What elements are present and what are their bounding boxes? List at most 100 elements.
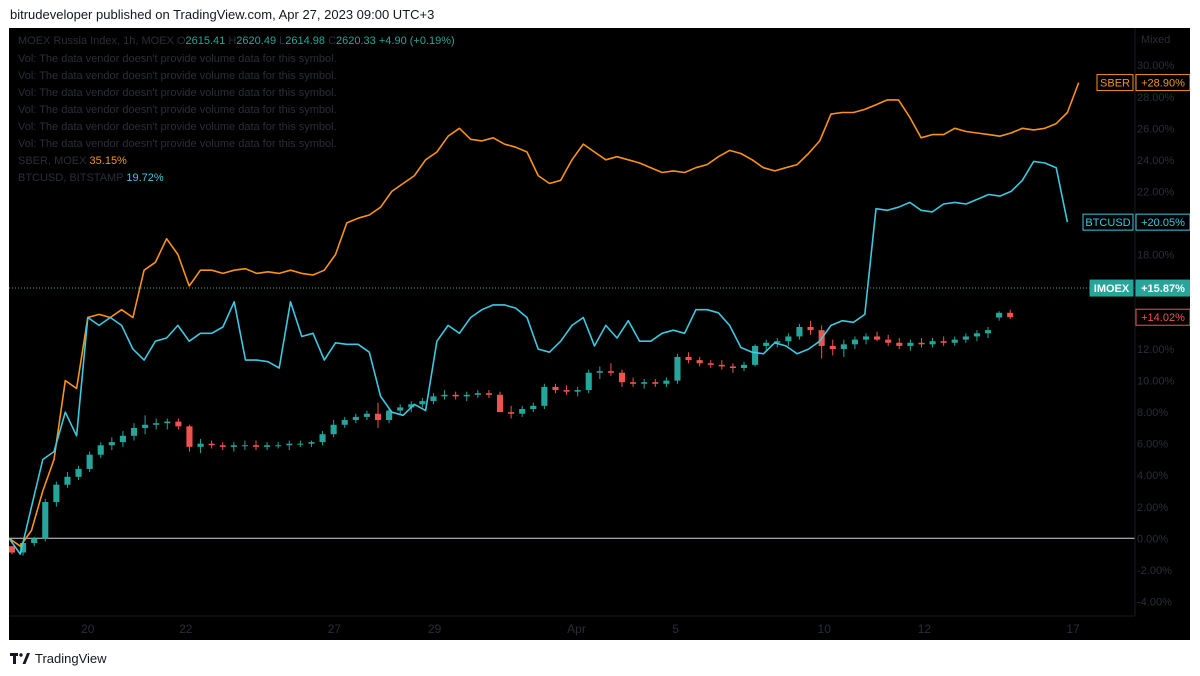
candle-body xyxy=(663,380,670,384)
candle-body xyxy=(86,454,93,469)
candle-body xyxy=(607,371,614,373)
legend-vol-line: Vol: The data vendor doesn't provide vol… xyxy=(18,138,337,150)
candle-body xyxy=(308,442,315,444)
candle-body xyxy=(519,409,526,414)
candle-body xyxy=(264,445,271,447)
y-tick-label: 30.00% xyxy=(1137,60,1175,72)
candle-body xyxy=(397,407,404,411)
series-line-btcusd xyxy=(8,160,1069,555)
last-label-btcusd-symbol: BTCUSD xyxy=(1085,217,1130,229)
candle-body xyxy=(1007,312,1014,318)
legend-change: +4.90 (+0.19%) xyxy=(379,35,455,47)
y-tick-label: 10.00% xyxy=(1137,376,1175,388)
candle-body xyxy=(740,364,748,368)
candle-body xyxy=(474,393,481,395)
candle-body xyxy=(862,336,870,340)
candle-body xyxy=(896,342,903,346)
candle-body xyxy=(918,342,925,345)
legend-ohlc-prefix: C xyxy=(328,35,336,47)
x-tick-label: Apr xyxy=(567,622,586,636)
legend-ohlc-value: 2620.33 xyxy=(336,35,379,47)
last-label-imoex-symbol-box xyxy=(1089,279,1134,297)
x-tick-label: 5 xyxy=(672,622,679,636)
last-label-imoex-value: +15.87% xyxy=(1141,283,1185,295)
x-tick-label: 29 xyxy=(428,622,442,636)
legend-main-row: MOEX Russia Index, 1h, MOEX O2615.41 H26… xyxy=(18,35,455,47)
legend-compare-value: 19.72% xyxy=(126,172,164,184)
last-label-sber-symbol: SBER xyxy=(1100,78,1130,90)
chart-svg[interactable]: Mixed30.00%28.00%26.00%24.00%22.00%20.00… xyxy=(8,28,1191,640)
candle-body xyxy=(940,341,947,343)
candle-body xyxy=(8,546,16,553)
candle-body xyxy=(20,543,27,553)
axis-layer: Mixed30.00%28.00%26.00%24.00%22.00%20.00… xyxy=(9,28,1175,636)
y-tick-label: -2.00% xyxy=(1137,565,1172,577)
candle-body xyxy=(973,333,980,337)
legend-ohlc-prefix: H xyxy=(228,35,236,47)
candle-body xyxy=(230,445,237,447)
candle-body xyxy=(452,394,459,397)
candle-body xyxy=(330,424,337,435)
legend-ohlc-value: 2614.98 xyxy=(285,35,328,47)
legend-vol-line: Vol: The data vendor doesn't provide vol… xyxy=(18,121,337,133)
candle-body xyxy=(807,327,814,331)
x-tick-label: 17 xyxy=(1066,622,1080,636)
candle-body xyxy=(275,445,282,447)
candle-body xyxy=(153,423,160,425)
label-layer: SBER +28.90% BTCUSD +20.05% IMOEX +15.87% +14.… xyxy=(1082,74,1191,326)
y-tick-label: 12.00% xyxy=(1137,344,1175,356)
candle-body xyxy=(97,445,104,455)
last-label-btcusd-value: +20.05% xyxy=(1141,217,1185,229)
candle-body xyxy=(574,390,581,392)
candle-body xyxy=(763,342,770,346)
candle-body xyxy=(286,443,293,446)
chart-panel[interactable]: Mixed30.00%28.00%26.00%24.00%22.00%20.00… xyxy=(8,28,1191,640)
legend-vol-line: Vol: The data vendor doesn't provide vol… xyxy=(18,70,337,82)
grid-layer xyxy=(9,287,1135,539)
price-scale-mode: Mixed xyxy=(1141,34,1170,46)
legend-vol-line: Vol: The data vendor doesn't provide vol… xyxy=(18,87,337,99)
candle-body xyxy=(962,336,969,340)
y-tick-label: 28.00% xyxy=(1137,92,1175,104)
candle-body xyxy=(996,312,1003,318)
candle-body xyxy=(130,427,138,436)
candle-body xyxy=(208,443,215,446)
candle-body xyxy=(142,424,149,428)
x-tick-label: 20 xyxy=(81,622,95,636)
y-tick-label: 0.00% xyxy=(1137,533,1168,545)
y-tick-label: 4.00% xyxy=(1137,470,1168,482)
candle-body xyxy=(31,538,38,544)
candle-body xyxy=(674,356,681,381)
candle-body xyxy=(408,404,415,408)
candle-body xyxy=(729,366,736,368)
footer-brand: TradingView xyxy=(35,651,107,666)
last-label-btcusd-symbol-box xyxy=(1082,213,1134,231)
y-tick-label: 26.00% xyxy=(1137,123,1175,135)
candle-body xyxy=(374,413,382,421)
candle-body xyxy=(53,484,60,503)
candle-body xyxy=(785,336,792,342)
last-label-sber-value: +28.90% xyxy=(1141,78,1185,90)
footer: TradingView xyxy=(10,651,107,666)
candle-body xyxy=(685,356,692,361)
legend-vol-line: Vol: The data vendor doesn't provide vol… xyxy=(18,53,337,65)
y-tick-label: 22.00% xyxy=(1137,186,1175,198)
candle-body xyxy=(541,386,548,406)
legend-ohlc-value: 2620.49 xyxy=(236,35,279,47)
candle-body xyxy=(42,502,49,539)
y-tick-label: 24.00% xyxy=(1137,155,1175,167)
x-tick-label: 27 xyxy=(328,622,342,636)
candle-body xyxy=(796,327,803,337)
last-label-moex: +14.02% xyxy=(1135,308,1191,326)
series-layer xyxy=(8,82,1080,555)
candle-body xyxy=(984,330,992,334)
candle-body xyxy=(352,416,359,421)
candle-body xyxy=(164,421,171,424)
candle-body xyxy=(874,336,881,340)
candle-body xyxy=(641,382,648,384)
candle-body xyxy=(496,394,504,413)
candle-body xyxy=(585,372,592,391)
last-label-sber-symbol-box xyxy=(1096,74,1134,92)
legend-compare-row: BTCUSD, BITSTAMP 19.72% xyxy=(18,172,164,184)
legend-compare-value: 35.15% xyxy=(90,155,128,167)
